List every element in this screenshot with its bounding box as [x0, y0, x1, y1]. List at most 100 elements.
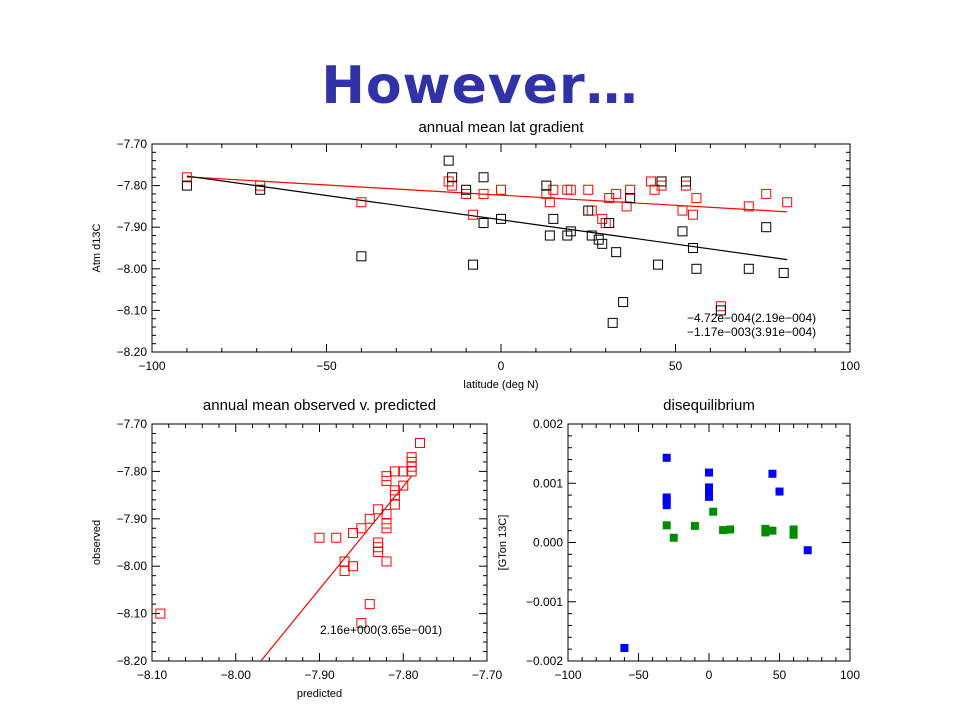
data-point	[373, 504, 384, 515]
data-point	[680, 176, 691, 187]
data-point	[775, 487, 784, 496]
data-point	[478, 172, 489, 183]
data-point	[719, 526, 728, 535]
data-point	[662, 453, 671, 462]
data-point	[364, 599, 375, 610]
data-point	[662, 497, 671, 506]
data-point	[565, 184, 576, 195]
data-point	[356, 523, 367, 534]
lat-gradient-chart: −100 −50 0 50 100 −7.70 −7.80 −7.90 −8.00 −8.10 −8…	[91, 119, 860, 391]
data-point	[662, 501, 671, 510]
data-point	[447, 172, 458, 183]
disequilibrium-chart: −100 −50 0 50 100 0.002 0.001 0.000 −0.001 −0.002…	[497, 397, 860, 682]
data-point	[478, 218, 489, 229]
data-point	[548, 213, 559, 224]
data-point	[656, 176, 667, 187]
x-tick-label: 50	[773, 668, 787, 682]
chart-title: annual mean observed v. predicted	[203, 397, 436, 414]
data-point	[743, 263, 754, 274]
data-point	[625, 184, 636, 195]
plot-frame	[567, 423, 851, 662]
data-point	[761, 528, 770, 537]
data-point	[607, 317, 618, 328]
data-point	[803, 546, 812, 555]
data-point	[761, 222, 772, 233]
data-point	[778, 267, 789, 278]
data-point	[687, 243, 698, 253]
data-point	[356, 618, 367, 629]
y-tick-label: 0.001	[533, 476, 563, 490]
y-tick-label: −8.10	[117, 303, 148, 317]
y-tick-label: −7.70	[117, 137, 148, 151]
data-point	[314, 532, 325, 543]
y-tick-label: −8.10	[117, 607, 148, 621]
data-point	[562, 184, 573, 195]
data-point	[691, 193, 702, 204]
data-point	[687, 209, 698, 220]
x-tick-label: −8.10	[137, 668, 168, 682]
slide-title: However…	[321, 56, 639, 116]
data-point	[621, 201, 632, 212]
data-point	[339, 565, 350, 576]
observed-vs-predicted-chart: −8.10 −8.00 −7.90 −7.80 −7.70 −7.70 −7.80 −7.90…	[91, 397, 503, 700]
chart-title: annual mean lat gradient	[418, 119, 584, 136]
data-point	[443, 155, 454, 166]
y-tick-label: 0.002	[533, 417, 563, 431]
y-tick-label: −7.70	[117, 417, 148, 431]
data-point	[544, 230, 555, 241]
data-point	[583, 184, 594, 195]
data-point	[586, 205, 597, 216]
x-tick-label: −7.70	[472, 668, 503, 682]
data-point	[381, 475, 392, 486]
data-point	[690, 521, 699, 530]
y-axis-label: Atm d13C	[91, 223, 103, 272]
data-point	[620, 643, 629, 652]
data-point	[709, 507, 718, 516]
x-tick-label: 100	[840, 668, 860, 682]
data-point	[373, 546, 384, 557]
data-point	[389, 485, 400, 496]
data-point	[398, 466, 409, 477]
data-point	[461, 184, 472, 195]
data-point	[381, 556, 392, 567]
y-tick-label: −0.002	[526, 654, 563, 668]
data-point	[715, 305, 726, 316]
data-point	[597, 238, 608, 249]
data-point	[331, 532, 342, 543]
x-tick-label: 100	[840, 359, 860, 373]
y-axis-label: [GTon 13C]	[497, 515, 509, 571]
x-tick-label: −8.00	[221, 668, 252, 682]
data-point	[618, 297, 629, 308]
data-point	[789, 525, 798, 534]
data-point	[181, 180, 192, 191]
data-point	[646, 176, 657, 187]
y-axis-label: observed	[91, 520, 103, 565]
data-point	[406, 466, 417, 477]
y-tick-label: −8.20	[117, 654, 148, 668]
data-point	[768, 469, 777, 478]
data-point	[415, 437, 425, 448]
data-point	[705, 492, 713, 501]
y-tick-label: −0.001	[526, 595, 563, 609]
data-point	[468, 209, 479, 220]
data-point	[255, 184, 266, 195]
fit-annotation: −4.72e−004(2.19e−004)	[687, 311, 816, 325]
data-point	[389, 499, 400, 510]
fit-annotation: −1.17e−003(3.91e−004)	[687, 325, 816, 339]
x-tick-label: −100	[138, 359, 165, 373]
data-point	[677, 226, 688, 237]
data-point	[583, 205, 594, 216]
x-tick-label: −7.90	[304, 668, 335, 682]
data-point	[181, 172, 192, 183]
data-point	[447, 180, 458, 191]
data-point	[565, 226, 576, 237]
data-point	[468, 259, 479, 270]
data-point	[356, 251, 367, 262]
data-point	[541, 180, 552, 191]
data-point	[743, 201, 754, 212]
y-tick-label: −8.00	[117, 262, 148, 276]
x-tick-label: 50	[669, 359, 683, 373]
y-tick-label: −7.80	[117, 464, 148, 478]
x-tick-label: 0	[498, 359, 505, 373]
